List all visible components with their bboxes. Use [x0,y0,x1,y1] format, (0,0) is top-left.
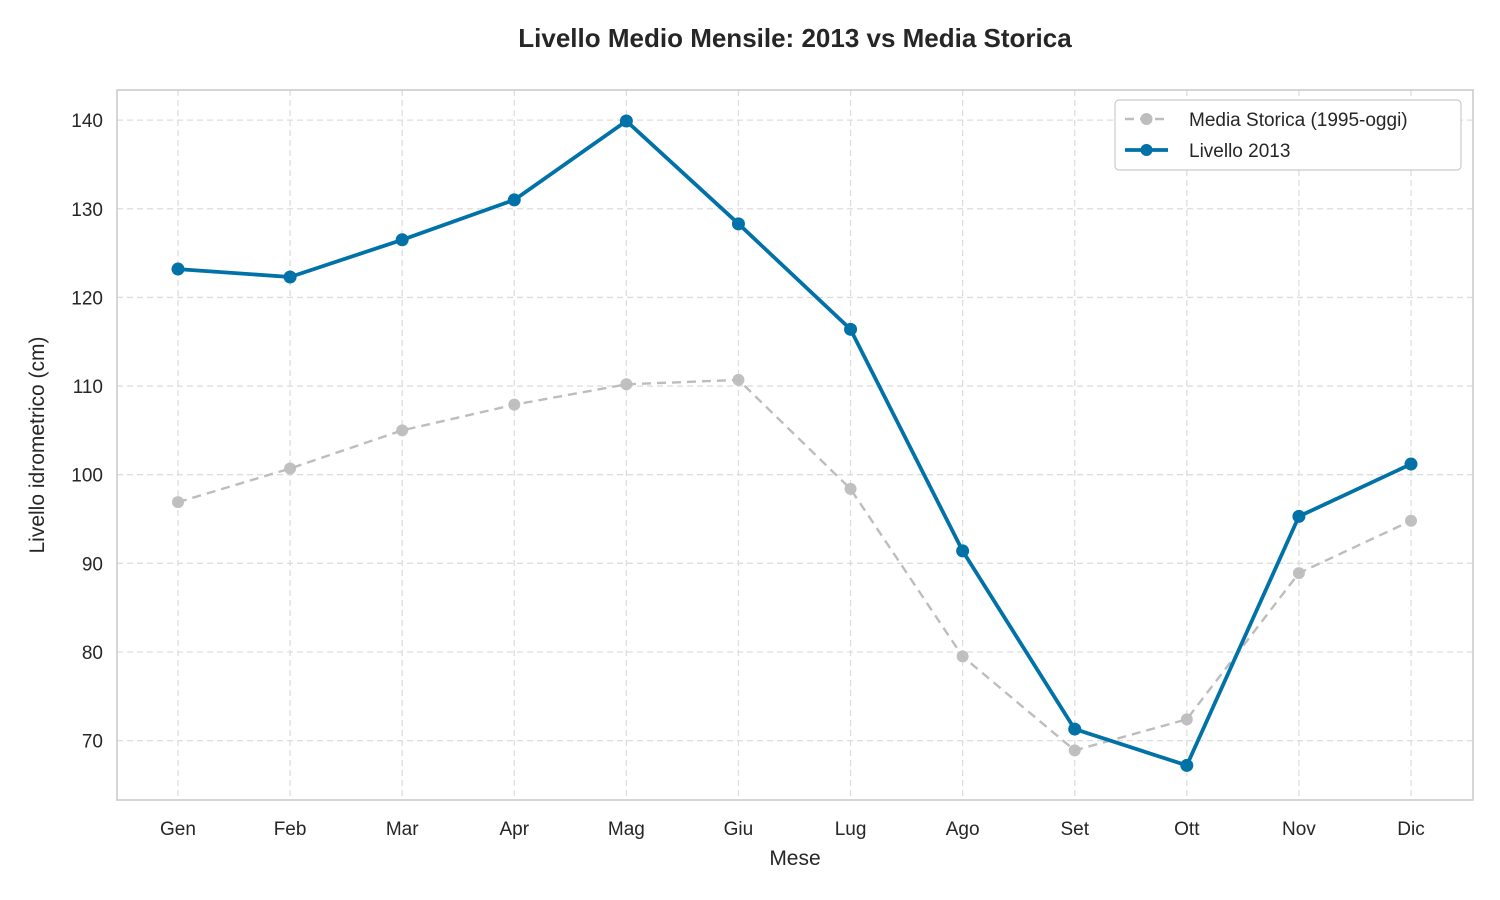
series-0-point [732,373,745,386]
y-tick-label: 70 [82,732,103,753]
series-1-point [956,544,970,558]
series-1-point [844,322,858,336]
legend-box [1114,99,1462,171]
x-axis-label: Mese [769,847,820,870]
chart-title: Livello Medio Mensile: 2013 vs Media Sto… [518,23,1072,53]
legend-label-1: Livello 2013 [1189,141,1290,162]
y-tick-label: 140 [71,111,103,132]
y-tick-label: 120 [71,288,103,309]
series-0-point [844,482,857,495]
series-1-point [283,270,297,284]
legend-marker-1 [1140,144,1153,156]
x-tick-label: Lug [835,819,867,840]
x-tick-label: Set [1060,819,1089,840]
x-tick-label: Apr [499,819,529,840]
x-tick-label: Dic [1397,819,1424,840]
legend: Media Storica (1995-oggi) Livello 2013 [1114,99,1462,171]
series-1-point [619,114,633,128]
y-tick-label: 80 [82,643,103,664]
y-axis-ticks: 70 80 90 100 110 120 130 140 [71,111,103,752]
y-tick-label: 110 [73,377,103,398]
y-tick-label: 100 [71,466,103,487]
y-tick-label: 130 [71,200,103,221]
series-0-point [620,378,633,391]
series-0-point [172,496,184,509]
series-1-point [731,217,745,231]
grid [117,90,1473,800]
series-1-point [395,233,409,247]
series-line-0 [177,378,1412,752]
series-line-1 [177,119,1412,768]
series-1-point [1292,509,1306,523]
series-0-point [508,398,521,411]
series-0-point [1292,567,1305,580]
y-tick-label: 90 [82,554,103,575]
x-tick-label: Mar [386,819,419,840]
series-1-point [1068,722,1082,736]
legend-marker-0 [1140,113,1153,125]
y-axis-label: Livello idrometrico (cm) [26,336,49,553]
x-tick-label: Gen [160,819,196,840]
series-1-point [1180,758,1194,772]
series-0-point [956,650,969,663]
plot-frame [116,89,1474,801]
series-0-point [1180,713,1193,726]
x-tick-label: Giu [724,819,754,840]
series-0-point [1068,744,1081,757]
legend-label-0: Media Storica (1995-oggi) [1189,110,1408,131]
series-1-point [171,262,185,276]
series [171,114,1418,772]
x-tick-label: Feb [274,819,307,840]
series-0-point [396,424,409,437]
series-1-point [507,193,521,207]
x-tick-label: Ago [946,819,980,840]
x-axis-ticks: Gen Feb Mar Apr Mag Giu Lug Ago Set Ott Nov Dic [160,819,1425,840]
series-0-point [1405,514,1417,527]
x-tick-label: Mag [608,819,645,840]
series-0-point [284,462,297,475]
x-tick-label: Ott [1174,819,1200,840]
x-tick-label: Nov [1282,819,1316,840]
series-1-point [1404,457,1418,471]
